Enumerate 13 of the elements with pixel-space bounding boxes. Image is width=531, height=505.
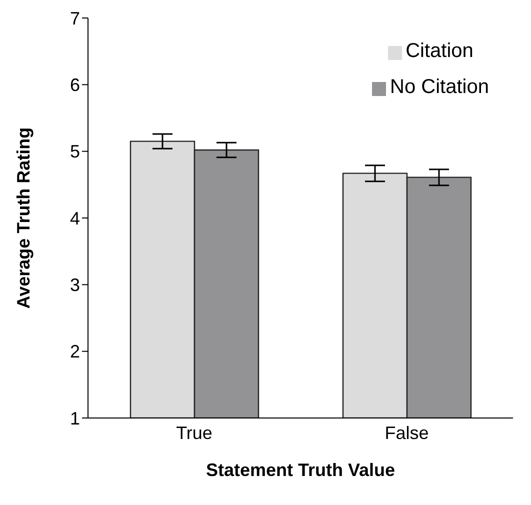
y-tick-label: 1 <box>70 408 80 428</box>
y-tick-label: 7 <box>70 8 80 28</box>
x-tick-label: True <box>176 422 212 443</box>
y-tick-label: 2 <box>70 342 80 362</box>
x-axis-title: Statement Truth Value <box>206 460 396 480</box>
y-tick-label: 4 <box>70 208 80 228</box>
legend-label: Citation <box>406 40 474 62</box>
y-axis-title: Average Truth Rating <box>13 127 34 309</box>
x-tick-label: False <box>384 422 429 443</box>
legend-label: No Citation <box>390 76 489 98</box>
y-tick-label: 6 <box>70 75 80 96</box>
y-tick-label: 3 <box>70 275 80 296</box>
y-tick-label: 5 <box>70 142 80 162</box>
